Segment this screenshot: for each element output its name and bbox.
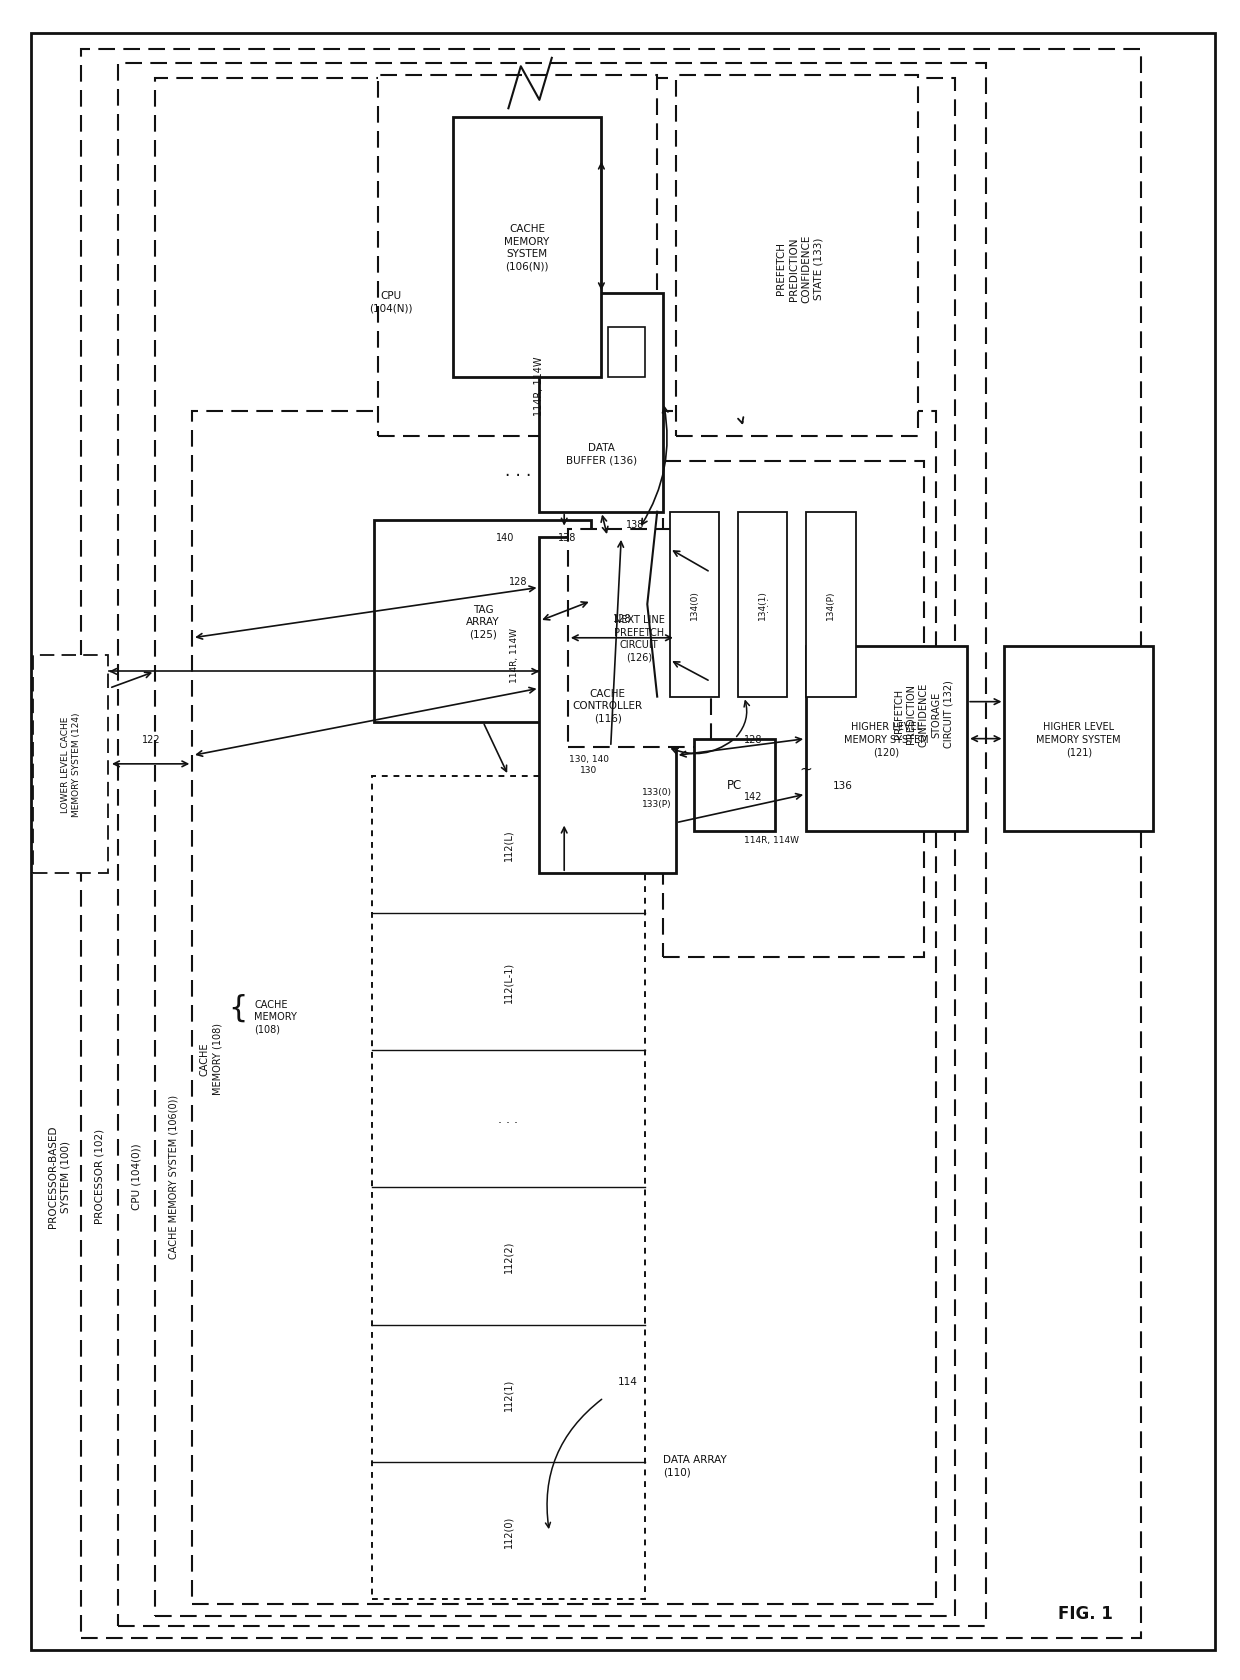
- Text: 112(0): 112(0): [503, 1515, 513, 1547]
- Text: 130, 140
130: 130, 140 130: [569, 754, 609, 774]
- Text: PREFETCH
PREDICTION
CONFIDENCE
STORAGE
CIRCUIT (132): PREFETCH PREDICTION CONFIDENCE STORAGE C…: [894, 680, 954, 748]
- Bar: [608, 328, 645, 378]
- Text: 134(0): 134(0): [689, 590, 699, 620]
- Text: 138: 138: [626, 521, 645, 529]
- Bar: [663, 462, 924, 958]
- Text: 136: 136: [833, 781, 853, 790]
- Text: CPU (104(0)): CPU (104(0)): [131, 1142, 141, 1210]
- Text: 112(L-1): 112(L-1): [503, 961, 513, 1003]
- Text: 112(2): 112(2): [503, 1240, 513, 1272]
- Bar: [539, 538, 676, 874]
- Text: HIGHER LEVEL
MEMORY SYSTEM
(121): HIGHER LEVEL MEMORY SYSTEM (121): [1037, 722, 1121, 756]
- Bar: [694, 739, 775, 832]
- Text: TAG
ARRAY
(125): TAG ARRAY (125): [466, 605, 500, 638]
- Text: CACHE
MEMORY
(108): CACHE MEMORY (108): [254, 1000, 298, 1033]
- Text: 114R, 114W: 114R, 114W: [534, 356, 544, 417]
- Text: CACHE
MEMORY
SYSTEM
(106(N)): CACHE MEMORY SYSTEM (106(N)): [505, 223, 549, 272]
- Text: 112(L): 112(L): [503, 828, 513, 860]
- Text: CACHE MEMORY SYSTEM (106(0)): CACHE MEMORY SYSTEM (106(0)): [169, 1094, 179, 1258]
- Text: 142: 142: [744, 791, 763, 801]
- Text: 138: 138: [558, 533, 577, 543]
- Bar: [568, 529, 711, 748]
- Text: 114: 114: [618, 1376, 637, 1386]
- Bar: [1004, 647, 1153, 832]
- Bar: [806, 647, 967, 832]
- Text: {: {: [228, 993, 248, 1023]
- Text: PROCESSOR (102): PROCESSOR (102): [94, 1129, 104, 1223]
- Text: 128: 128: [508, 576, 527, 586]
- Text: 140: 140: [496, 533, 515, 543]
- Text: 134(P): 134(P): [826, 590, 836, 620]
- Text: CPU
(104(N)): CPU (104(N)): [368, 291, 413, 314]
- Text: . . .: . . .: [760, 596, 771, 613]
- Bar: [33, 655, 108, 874]
- Bar: [539, 294, 663, 512]
- Bar: [372, 776, 645, 1599]
- Text: NEXT LINE
PREFETCH
CIRCUIT
(126): NEXT LINE PREFETCH CIRCUIT (126): [614, 615, 665, 662]
- Text: . . .: . . .: [505, 462, 531, 479]
- Text: PROCESSOR-BASED
SYSTEM (100): PROCESSOR-BASED SYSTEM (100): [48, 1126, 71, 1226]
- Bar: [374, 521, 591, 722]
- Text: FIG. 1: FIG. 1: [1058, 1604, 1112, 1621]
- Text: DATA ARRAY
(110): DATA ARRAY (110): [663, 1453, 727, 1477]
- Text: CACHE
MEMORY (108): CACHE MEMORY (108): [200, 1023, 222, 1094]
- Text: PREFETCH
PREDICTION
CONFIDENCE
STATE (133): PREFETCH PREDICTION CONFIDENCE STATE (13…: [776, 235, 823, 302]
- Text: 114R, 114W: 114R, 114W: [744, 835, 799, 845]
- Text: HIGHER LEVEL
MEMORY SYSTEM
(120): HIGHER LEVEL MEMORY SYSTEM (120): [844, 722, 929, 756]
- Text: CACHE
CONTROLLER
(116): CACHE CONTROLLER (116): [573, 689, 642, 722]
- Text: DATA
BUFFER (136): DATA BUFFER (136): [565, 442, 637, 465]
- Bar: [81, 50, 1141, 1638]
- Text: 112(1): 112(1): [503, 1378, 513, 1410]
- Bar: [670, 512, 719, 697]
- Text: 114R, 114W: 114R, 114W: [510, 628, 520, 682]
- Text: 134(1): 134(1): [758, 590, 768, 620]
- Bar: [453, 118, 601, 378]
- Text: PC: PC: [727, 780, 743, 791]
- Text: . . .: . . .: [498, 1112, 518, 1126]
- Text: 128: 128: [613, 613, 631, 623]
- Text: 122: 122: [141, 734, 161, 744]
- Bar: [118, 64, 986, 1626]
- Text: 128: 128: [744, 734, 763, 744]
- Bar: [676, 76, 918, 437]
- Bar: [155, 79, 955, 1616]
- Bar: [738, 512, 787, 697]
- Bar: [378, 76, 657, 437]
- Bar: [192, 412, 936, 1604]
- Bar: [806, 512, 856, 697]
- Text: ~: ~: [800, 761, 812, 776]
- Text: LOWER LEVEL CACHE
MEMORY SYSTEM (124): LOWER LEVEL CACHE MEMORY SYSTEM (124): [61, 712, 81, 816]
- Text: 133(0)
133(P): 133(0) 133(P): [642, 788, 672, 808]
